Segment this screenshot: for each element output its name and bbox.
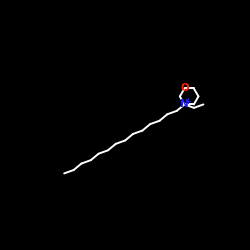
Text: +: + [184,98,192,106]
Text: O: O [180,84,189,94]
Text: N: N [180,100,188,110]
